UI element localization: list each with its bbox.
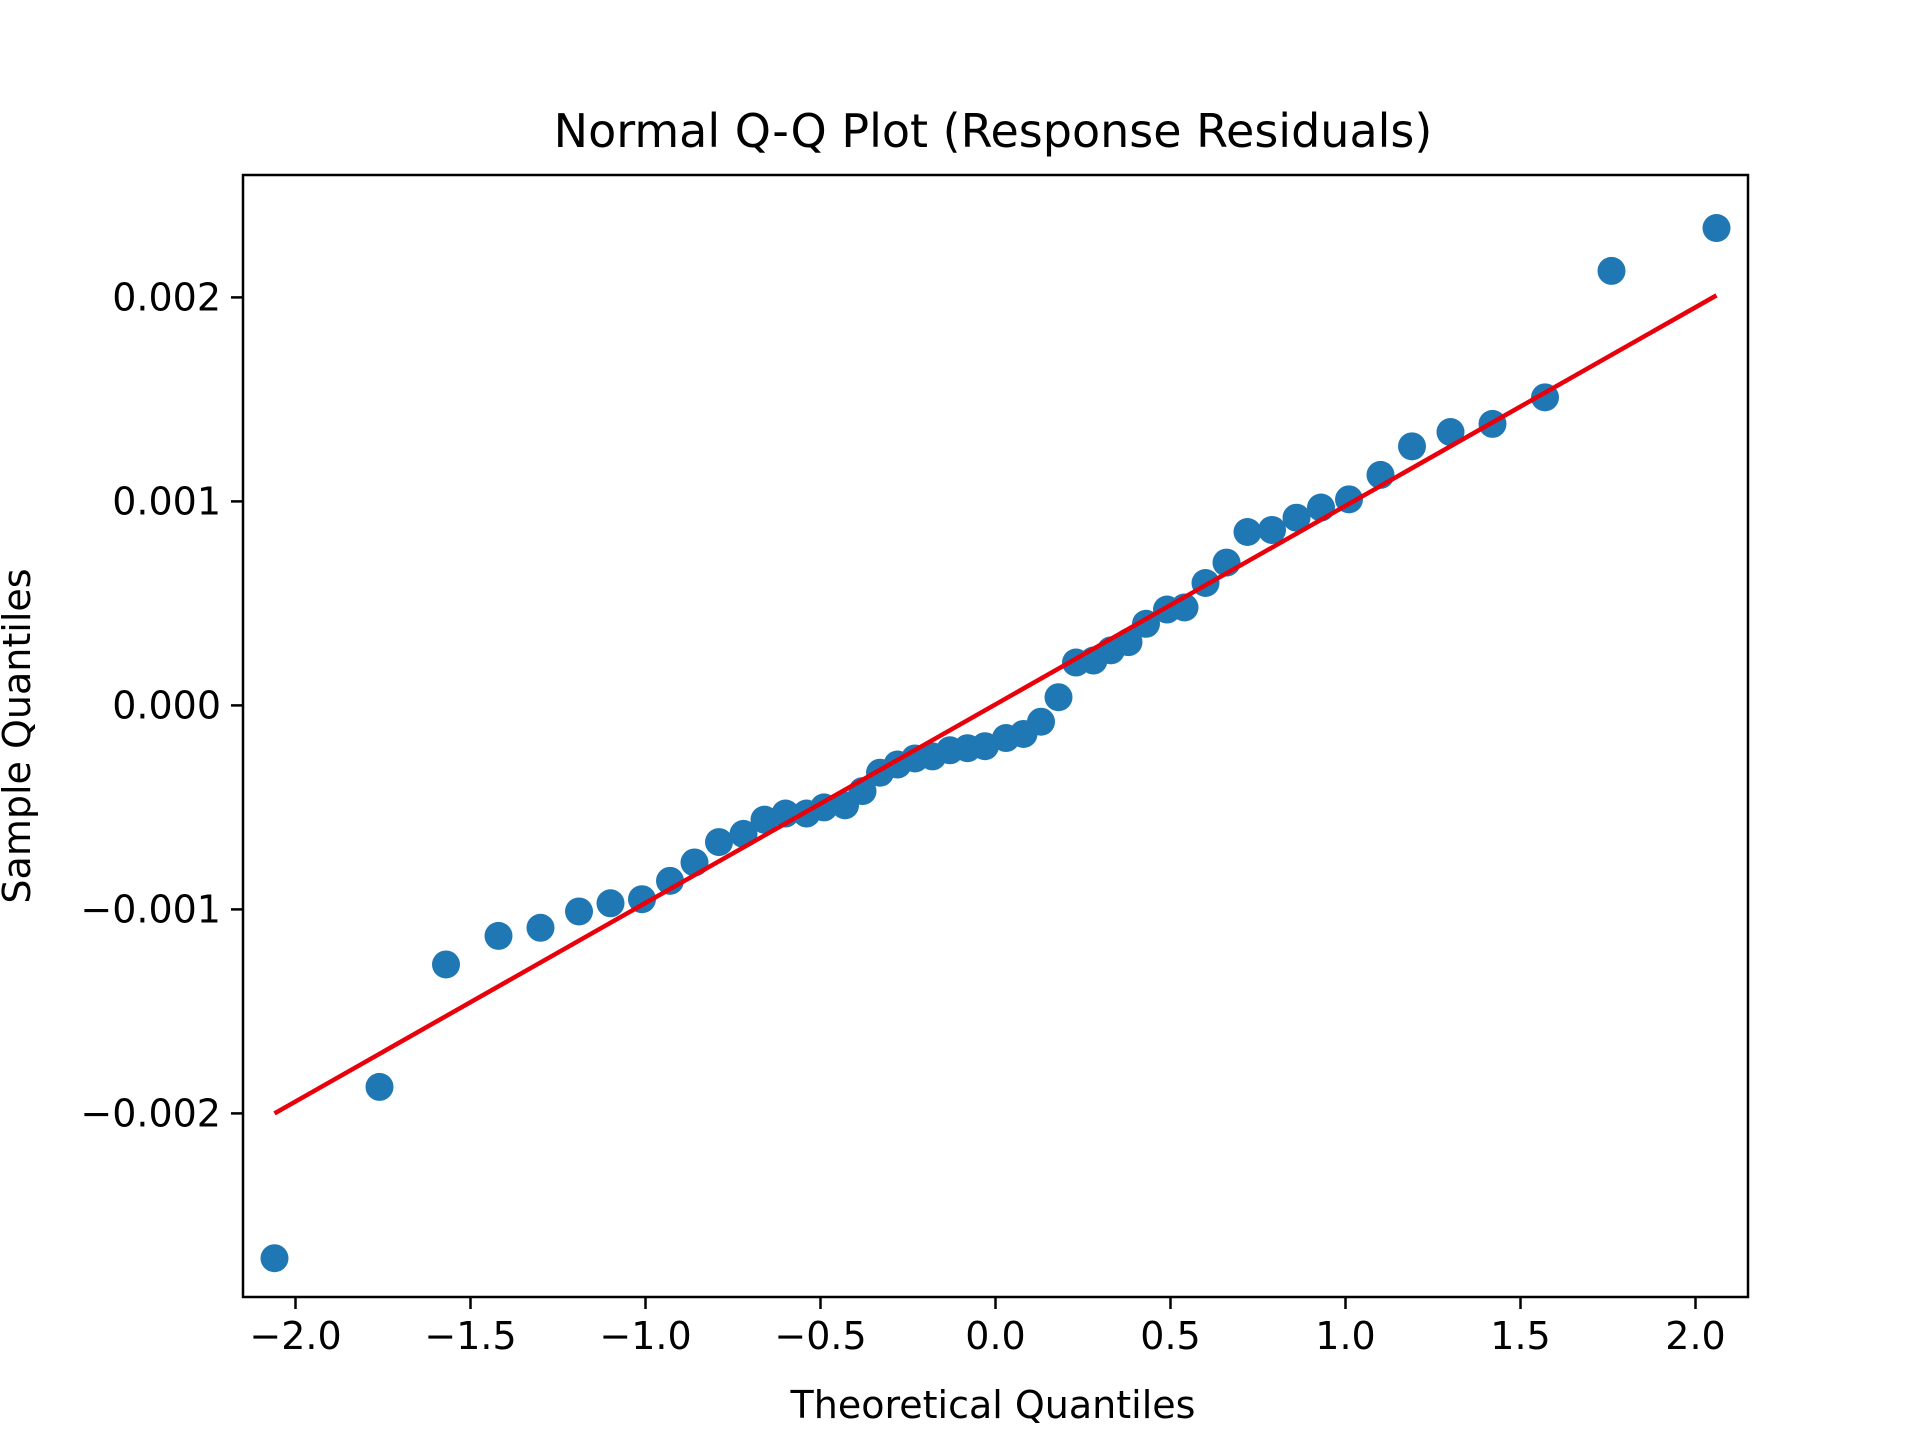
- plot-area: [260, 214, 1731, 1273]
- data-point: [810, 793, 838, 822]
- x-axis: −2.0 −1.5 −1.0 −0.5 0.0 0.5 1.0 1.5 2.0: [249, 1297, 1726, 1358]
- data-point: [1258, 515, 1286, 544]
- y-axis-label: Sample Quantiles: [0, 568, 39, 903]
- y-tick-label: 0.001: [112, 479, 221, 523]
- data-point: [1702, 214, 1731, 243]
- data-point: [1027, 707, 1055, 736]
- data-point: [484, 921, 513, 950]
- data-point: [750, 805, 779, 834]
- x-tick-label: 1.0: [1315, 1314, 1375, 1358]
- y-tick-label: −0.001: [80, 887, 221, 931]
- data-point: [1044, 683, 1073, 712]
- x-tick-label: 0.5: [1140, 1314, 1200, 1358]
- x-tick-label: 0.0: [965, 1314, 1025, 1358]
- data-point: [680, 848, 709, 877]
- data-point: [656, 866, 684, 895]
- data-point: [526, 913, 555, 942]
- y-tick-label: −0.002: [80, 1091, 221, 1135]
- data-point: [365, 1072, 394, 1101]
- data-point: [260, 1244, 289, 1273]
- y-tick-label: 0.000: [112, 683, 221, 727]
- data-point: [1233, 518, 1262, 546]
- data-point: [1398, 432, 1426, 461]
- reference-line: [273, 293, 1718, 1116]
- data-point: [971, 732, 999, 761]
- data-point: [628, 885, 656, 914]
- data-point: [1597, 256, 1626, 285]
- data-point: [1282, 503, 1311, 532]
- x-tick-label: −1.0: [599, 1314, 691, 1358]
- y-tick-label: 0.002: [112, 275, 221, 319]
- x-tick-label: −2.0: [249, 1314, 341, 1358]
- x-axis-label: Theoretical Quantiles: [790, 1383, 1196, 1427]
- data-point: [432, 950, 460, 979]
- x-tick-label: 1.5: [1490, 1314, 1550, 1358]
- data-point: [1436, 418, 1465, 447]
- x-tick-label: −1.5: [424, 1314, 516, 1358]
- y-axis: −0.002 −0.001 0.000 0.001 0.002: [80, 275, 243, 1135]
- x-tick-label: −0.5: [774, 1314, 866, 1358]
- data-point: [705, 828, 733, 857]
- x-tick-label: 2.0: [1665, 1314, 1725, 1358]
- data-point: [596, 889, 625, 918]
- data-point: [565, 897, 593, 926]
- chart-title: Normal Q-Q Plot (Response Residuals): [554, 104, 1433, 158]
